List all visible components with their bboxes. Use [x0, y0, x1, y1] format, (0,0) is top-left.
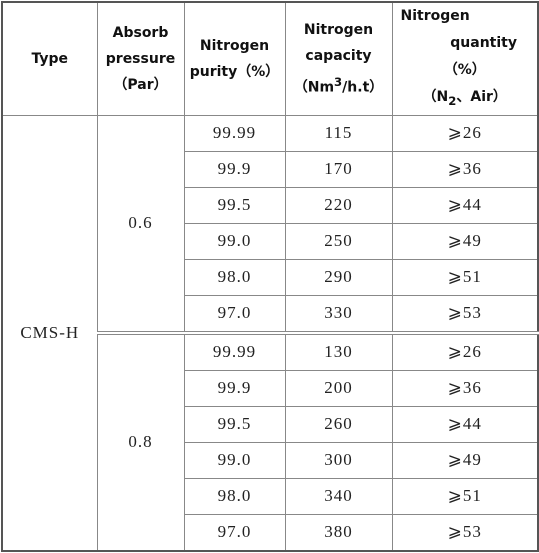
- purity-cell: 99.0: [183, 222, 286, 260]
- header-cell: Nitrogen capacity （Nm3/h.t）: [284, 1, 393, 116]
- table-row: CMS-H 0.6 99.99 115 ⩾26: [1, 114, 539, 552]
- capacity-cell: 290: [284, 258, 393, 296]
- header-text: quantity: [450, 35, 517, 51]
- purity-cell: 99.99: [183, 330, 286, 371]
- header-row: Type Absorb pressure （Par） Nitrogen purity（…: [1, 1, 539, 116]
- table-row: 99.9 200 ⩾36: [2, 369, 539, 407]
- header-line: （%）: [393, 57, 538, 84]
- capacity-cell: 200: [284, 369, 393, 407]
- header-line: （N2、Air）: [393, 84, 538, 115]
- header-sub: 2: [448, 93, 457, 108]
- quantity-cell: ⩾36: [391, 369, 539, 407]
- header-cell: Type: [1, 1, 98, 116]
- purity-cell: 99.99: [183, 114, 286, 152]
- capacity-cell: 130: [284, 330, 393, 371]
- purity-cell: 98.0: [183, 258, 286, 296]
- table-row: 99.0 250 ⩾49: [2, 222, 539, 260]
- purity-cell: 98.0: [183, 477, 286, 515]
- table-row: 99.5 260 ⩾44: [2, 405, 539, 443]
- quantity-cell: ⩾26: [391, 114, 539, 152]
- pressure-cell: 0.8: [96, 330, 185, 552]
- header-text: /h.t）: [342, 79, 384, 96]
- header-text: 、Air）: [456, 89, 507, 105]
- purity-cell: 99.5: [183, 186, 286, 224]
- quantity-cell: ⩾36: [391, 150, 539, 188]
- quantity-cell: ⩾49: [391, 222, 539, 260]
- header-cell: Nitrogen purity（%）: [183, 1, 286, 116]
- table-body: CMS-H 0.6 99.99 115 ⩾26 99.9 170 ⩾36 99.5 220 ⩾44 9…: [1, 114, 539, 552]
- header-text: Nitrogen: [400, 8, 470, 24]
- table-row: 99.9 170 ⩾36: [2, 150, 539, 188]
- header-text: Nitrogen: [303, 22, 374, 39]
- capacity-cell: 260: [284, 405, 393, 443]
- header-text: （Par）: [113, 76, 168, 93]
- quantity-cell: ⩾51: [391, 258, 539, 296]
- table-row: 97.0 380 ⩾53: [2, 513, 539, 552]
- header-sup: 3: [334, 75, 343, 90]
- purity-cell: 99.0: [183, 441, 286, 479]
- table-row: 98.0 340 ⩾51: [2, 477, 539, 515]
- quantity-cell: ⩾51: [391, 477, 539, 515]
- header-text: Absorb: [112, 24, 169, 41]
- header-text: Nitrogen: [199, 37, 270, 54]
- header-cell: Absorb pressure （Par）: [96, 1, 185, 116]
- header-cell: Nitrogen quantity （%） （N2、Air）: [391, 1, 539, 116]
- purity-cell: 99.9: [183, 150, 286, 188]
- capacity-cell: 115: [284, 114, 393, 152]
- purity-cell: 97.0: [183, 513, 286, 552]
- quantity-cell: ⩾53: [391, 513, 539, 552]
- capacity-cell: 330: [284, 294, 393, 334]
- purity-cell: 99.5: [183, 405, 286, 443]
- table-row: 99.5 220 ⩾44: [2, 186, 539, 224]
- header-line: quantity: [393, 30, 538, 57]
- quantity-cell: ⩾53: [391, 294, 539, 334]
- table-head: Type Absorb pressure （Par） Nitrogen purity（…: [1, 1, 539, 116]
- type-cell: CMS-H: [1, 114, 98, 552]
- header-text: （N: [422, 89, 449, 105]
- header-text: Type: [31, 50, 69, 67]
- purity-cell: 99.9: [183, 369, 286, 407]
- header-text: capacity: [305, 48, 372, 65]
- quantity-cell: ⩾26: [391, 330, 539, 371]
- header-line: Nitrogen: [393, 3, 538, 30]
- header-text: purity（%）: [189, 63, 280, 80]
- capacity-cell: 170: [284, 150, 393, 188]
- quantity-cell: ⩾49: [391, 441, 539, 479]
- header-text: （Nm: [293, 79, 335, 96]
- quantity-cell: ⩾44: [391, 405, 539, 443]
- table-row: 98.0 290 ⩾51: [2, 258, 539, 296]
- capacity-cell: 250: [284, 222, 393, 260]
- header-text: pressure: [105, 50, 176, 67]
- purity-cell: 97.0: [183, 294, 286, 334]
- pressure-cell: 0.6: [96, 114, 185, 334]
- table-row: 97.0 330 ⩾53: [2, 294, 539, 334]
- capacity-cell: 220: [284, 186, 393, 224]
- capacity-cell: 300: [284, 441, 393, 479]
- capacity-cell: 340: [284, 477, 393, 515]
- quantity-cell: ⩾44: [391, 186, 539, 224]
- capacity-cell: 380: [284, 513, 393, 552]
- header-text: （%）: [443, 62, 486, 78]
